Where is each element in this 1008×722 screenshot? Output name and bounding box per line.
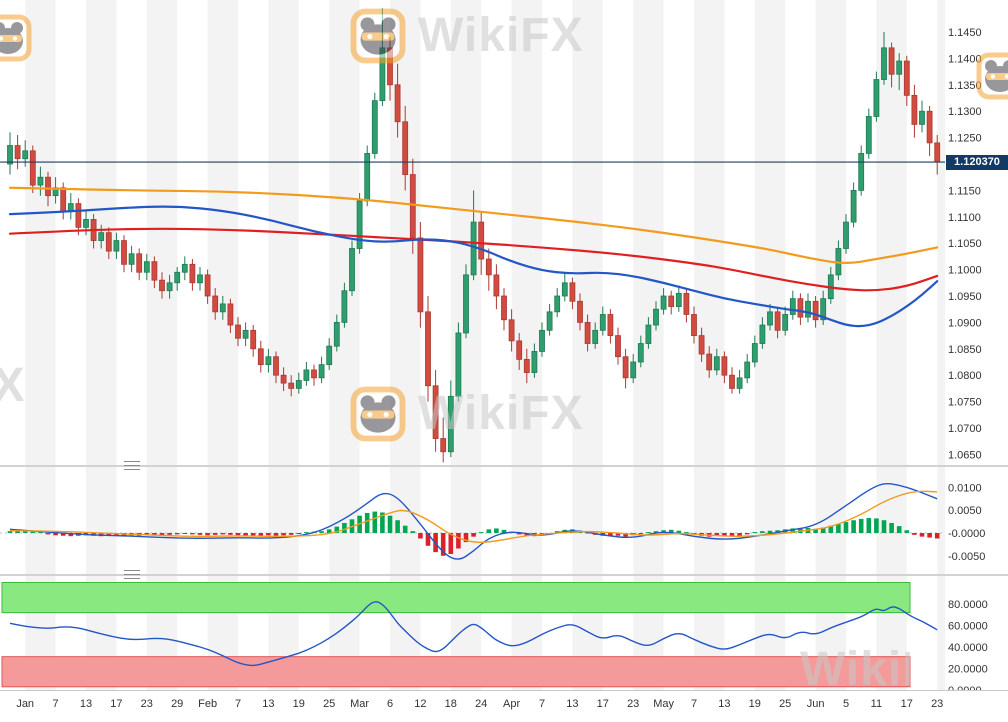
x-axis-label: 18: [444, 698, 457, 710]
panel-divider-handle[interactable]: [124, 461, 140, 470]
price-axis-label-item: 1.1000: [948, 265, 982, 277]
x-axis-label: 29: [171, 698, 184, 710]
price-axis-label-item: 1.0650: [948, 449, 982, 461]
panel-divider-handle[interactable]: [124, 570, 140, 579]
price-axis-label-item: 1.0950: [948, 291, 982, 303]
panel-divider: [0, 465, 1008, 467]
x-axis-label: Apr: [503, 698, 521, 710]
x-axis-label: 7: [538, 698, 546, 710]
x-axis-label: 25: [779, 698, 792, 710]
price-axis-label-item: 1.0800: [948, 370, 982, 382]
x-axis-label: 7: [690, 698, 698, 710]
macd-axis-label-item: 0.0050: [948, 505, 982, 517]
price-axis-label-item: 1.1050: [948, 238, 982, 250]
x-axis-label: 17: [110, 698, 123, 710]
current-price-badge: 1.120370: [946, 154, 1008, 170]
price-chart-canvas[interactable]: 1.14501.14001.13501.13001.12501.12001.11…: [0, 0, 1008, 466]
x-axis-label: May: [653, 698, 674, 710]
oscillator-axis-label-item: 60.0000: [948, 621, 988, 633]
price-axis-label: 1.14501.14001.13501.13001.12501.12001.11…: [948, 27, 982, 461]
x-axis-label: 13: [262, 698, 275, 710]
x-axis-label: 23: [931, 698, 944, 710]
stochastic-line: [9, 601, 938, 667]
price-axis-label-item: 1.1100: [948, 212, 981, 224]
price-axis-label-item: 1.1450: [948, 27, 982, 39]
signal-line: [9, 490, 938, 543]
x-axis-label: Jan: [16, 698, 35, 710]
price-axis-label-item: 1.1300: [948, 106, 982, 118]
price-axis-label-item: 1.0900: [948, 317, 982, 329]
x-axis-label: Mar: [350, 698, 370, 710]
oscillator-axis-label-item: 80.0000: [948, 599, 988, 611]
overbought-zone: [1, 582, 911, 614]
ma-mid-red: [8, 227, 939, 292]
background-stripes: [25, 467, 945, 574]
x-axis-label: 17: [596, 698, 609, 710]
x-axis-label: 11: [870, 698, 883, 710]
x-axis-label: 7: [52, 698, 59, 710]
x-axis-label: 13: [79, 698, 93, 710]
price-axis-label-item: 1.0850: [948, 344, 982, 356]
macd-axis-label-item: 0.0100: [948, 482, 982, 494]
price-axis-label-item: 1.1150: [948, 185, 981, 197]
x-axis-label: 24: [475, 698, 488, 710]
panel-divider: [0, 574, 1008, 576]
x-axis-label: 19: [292, 698, 305, 710]
x-axis-label: 6: [386, 698, 394, 710]
oscillator-axis-label-item: 40.0000: [948, 642, 988, 654]
price-axis-label-item: 1.1250: [948, 133, 982, 145]
ma-slow-orange: [8, 186, 939, 264]
x-axis-label: 13: [718, 698, 731, 710]
macd-axis-label-item: -0.0050: [948, 551, 985, 563]
price-axis-label-item: 1.0700: [948, 423, 982, 435]
macd-line: [9, 482, 938, 560]
x-axis-label: Jun: [806, 698, 825, 710]
macd-axis-label-item: -0.0000: [948, 528, 985, 540]
background-stripes: [25, 0, 945, 466]
x-axis-label: 7: [234, 698, 242, 710]
x-axis-label: 17: [900, 698, 913, 710]
x-axis-label: 23: [140, 698, 153, 710]
macd-panel-canvas[interactable]: 0.0100 0.0050 -0.0000 -0.0050: [0, 467, 1008, 574]
x-axis-label: Feb: [198, 698, 218, 710]
x-axis-label: 25: [323, 698, 336, 710]
price-axis-label-item: 1.0750: [948, 397, 982, 409]
x-axis: Jan 7 13 17 23 29 Feb 7 13 19 25 Mar 6 12 18 24 Apr 7 13 17…: [0, 690, 1008, 722]
price-axis-label-item: 1.1400: [948, 53, 982, 65]
oscillator-axis-label-item: 20.0000: [948, 664, 988, 676]
oversold-zone: [1, 656, 911, 688]
x-axis-label: 23: [627, 698, 640, 710]
x-axis-label: 12: [414, 698, 427, 710]
x-axis-label: 13: [566, 698, 579, 710]
x-axis-label: 5: [842, 698, 850, 710]
ma-fast-blue: [8, 205, 939, 328]
price-axis-label-item: 1.1350: [948, 80, 982, 92]
macd-axis-label: 0.0100 0.0050 -0.0000 -0.0050: [948, 482, 985, 562]
x-axis-label: 19: [748, 698, 761, 710]
